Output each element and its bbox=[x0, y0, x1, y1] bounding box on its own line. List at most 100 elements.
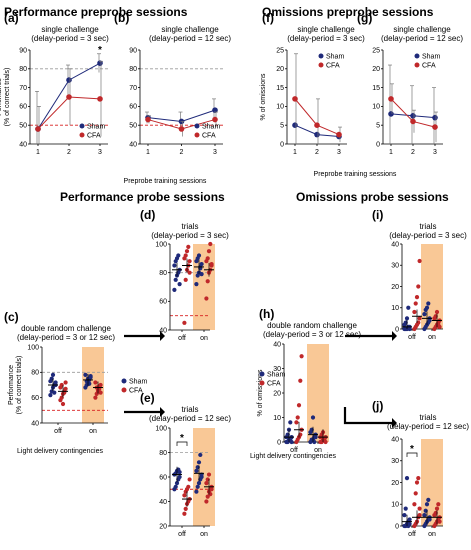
y-tick-label: 60 bbox=[159, 299, 167, 306]
x-tick-label: on bbox=[428, 334, 436, 341]
data-point-cfa bbox=[209, 261, 214, 267]
legend-label-sham: Sham bbox=[326, 54, 344, 61]
legend-label-cfa: CFA bbox=[326, 63, 340, 70]
data-point-cfa bbox=[182, 493, 187, 498]
data-point-sham bbox=[404, 476, 410, 481]
legend-marker-cfa bbox=[318, 62, 324, 68]
data-point-sham bbox=[83, 372, 88, 377]
data-point-cfa bbox=[416, 476, 421, 481]
data-point-sham bbox=[198, 452, 203, 458]
light-on-shaded-region bbox=[193, 428, 215, 526]
data-point-sham bbox=[173, 277, 178, 282]
data-point-cfa bbox=[63, 380, 68, 385]
y-tick-label: 30 bbox=[273, 366, 281, 373]
panel-title: single challenge bbox=[393, 25, 451, 34]
data-point-cfa bbox=[208, 241, 213, 247]
data-point-cfa bbox=[209, 487, 214, 492]
x-tick-label: 3 bbox=[213, 149, 217, 156]
data-point-cfa bbox=[412, 309, 417, 315]
y-tick-label: 20 bbox=[391, 480, 399, 487]
data-point-cfa bbox=[187, 259, 192, 264]
data-point-sham bbox=[407, 326, 412, 332]
data-point-cfa bbox=[182, 511, 187, 516]
significance-star: * bbox=[180, 433, 184, 444]
y-tick-label: 5 bbox=[376, 123, 380, 130]
data-point-cfa bbox=[417, 513, 422, 518]
flow-arrowhead bbox=[160, 407, 165, 417]
data-point-cfa bbox=[145, 116, 151, 123]
data-point-cfa bbox=[414, 480, 420, 485]
data-point-cfa bbox=[434, 309, 440, 315]
panel-subtitle: (delay-period = 12 sec) bbox=[387, 422, 469, 431]
flow-arrow bbox=[343, 407, 392, 425]
x-tick-label: off bbox=[178, 335, 186, 342]
data-point-cfa bbox=[93, 380, 98, 385]
data-point-cfa bbox=[178, 126, 185, 132]
section-title-performance-probe: Performance probe sessions bbox=[60, 190, 225, 204]
legend-marker-cfa bbox=[414, 62, 420, 68]
data-point-cfa bbox=[97, 96, 103, 102]
data-point-cfa bbox=[186, 244, 191, 249]
panel-label: (e) bbox=[140, 391, 155, 405]
om-preprobe-xlabel: Preprobe training sessions bbox=[314, 171, 397, 178]
data-point-sham bbox=[388, 111, 394, 117]
data-point-sham bbox=[50, 372, 56, 377]
data-point-sham bbox=[422, 513, 427, 518]
data-point-cfa bbox=[206, 249, 212, 254]
panel-j: (j) trials(delay-period = 12 sec) 0 10 20 30 4… bbox=[372, 399, 469, 538]
data-point-cfa bbox=[436, 502, 441, 507]
y-tick-label: 5 bbox=[280, 123, 284, 130]
y-tick-label: 0 bbox=[277, 439, 281, 446]
flow-arrowhead bbox=[160, 331, 165, 341]
x-tick-label: off bbox=[408, 334, 416, 341]
data-point-cfa bbox=[60, 401, 66, 407]
perf-preprobe-xlabel: Preprobe training sessions bbox=[124, 178, 207, 185]
data-point-cfa bbox=[388, 96, 394, 102]
data-point-sham bbox=[66, 77, 72, 83]
legend-label-sham: Sham bbox=[422, 54, 440, 61]
panel-label: (a) bbox=[4, 11, 19, 25]
panel-subtitle: (delay-period = 3 sec) bbox=[389, 231, 467, 240]
legend-marker-cfa bbox=[121, 387, 127, 393]
significance-bracket bbox=[406, 452, 418, 457]
data-point-cfa bbox=[299, 354, 304, 359]
light-on-shaded-region bbox=[193, 244, 215, 330]
x-tick-label: on bbox=[89, 428, 97, 435]
data-point-sham bbox=[292, 122, 298, 128]
y-tick-label: 60 bbox=[129, 104, 137, 111]
y-tick-label: 10 bbox=[391, 305, 399, 312]
data-point-cfa bbox=[417, 316, 422, 321]
data-point-cfa bbox=[205, 279, 210, 284]
significance-star: * bbox=[410, 444, 414, 455]
section-title-omissions-probe: Omissions probe sessions bbox=[296, 190, 449, 204]
panel-label: (d) bbox=[140, 208, 155, 222]
data-point-cfa bbox=[336, 131, 342, 138]
panel-title: double random challenge bbox=[21, 324, 111, 333]
y-tick-label: 50 bbox=[19, 123, 27, 130]
y-tick-label: 40 bbox=[273, 341, 281, 348]
data-point-sham bbox=[97, 60, 103, 66]
data-point-cfa bbox=[183, 506, 188, 511]
panel-subtitle: (delay-period = 12 sec) bbox=[149, 34, 231, 43]
y-tick-label: 25 bbox=[276, 47, 284, 54]
legend-label-sham: Sham bbox=[202, 124, 220, 131]
data-point-cfa bbox=[66, 94, 72, 100]
data-point-cfa bbox=[187, 270, 192, 275]
data-point-sham bbox=[48, 393, 53, 398]
light-on-shaded-region bbox=[421, 439, 443, 526]
data-point-sham bbox=[410, 113, 416, 119]
data-point-sham bbox=[199, 261, 204, 267]
x-tick-label: 1 bbox=[293, 149, 297, 156]
y-tick-label: 100 bbox=[155, 425, 167, 432]
panel-e: (e) trials(delay-period = 12 sec) 20 40 60 80… bbox=[140, 391, 231, 538]
data-point-cfa bbox=[187, 477, 192, 482]
flow-arrowhead bbox=[392, 418, 397, 428]
x-tick-label: off bbox=[408, 531, 416, 538]
data-point-sham bbox=[403, 506, 408, 511]
legend-marker-cfa bbox=[259, 380, 265, 386]
panel-title: single challenge bbox=[297, 25, 355, 34]
data-point-cfa bbox=[314, 122, 320, 128]
data-point-cfa bbox=[412, 502, 417, 507]
x-tick-label: 3 bbox=[433, 149, 437, 156]
